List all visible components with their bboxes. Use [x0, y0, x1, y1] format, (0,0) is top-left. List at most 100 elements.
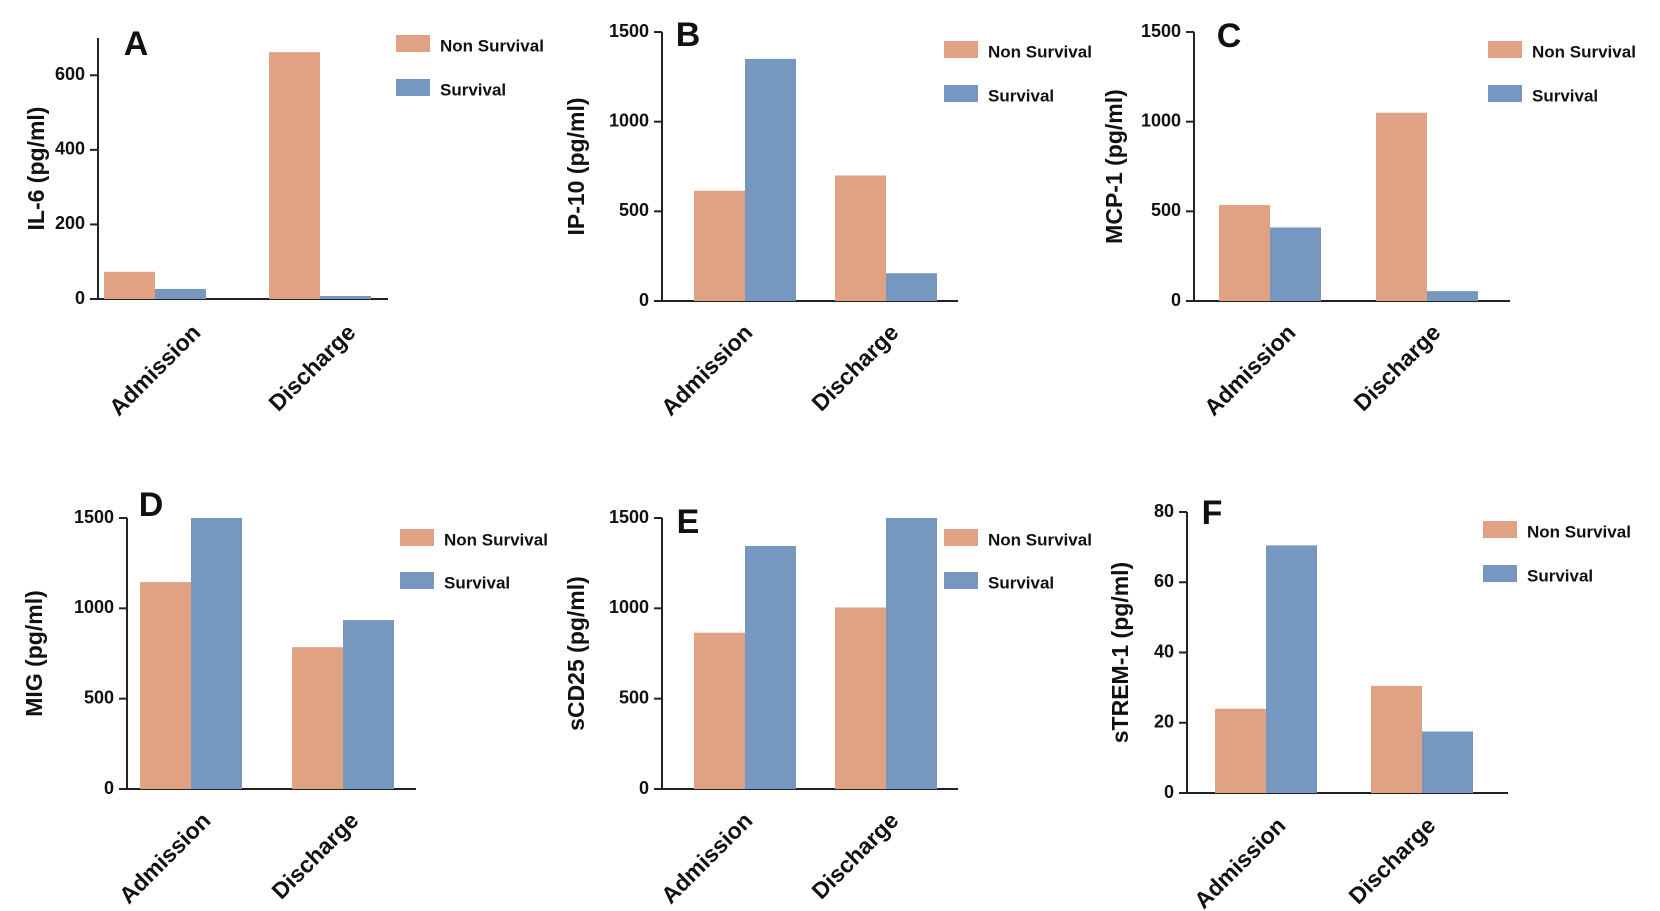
bar-non-survival-admission [694, 190, 745, 301]
x-category-label-discharge: Discharge [806, 319, 903, 416]
chart-panel-e: E 0 500 1000 1500 sCD25 (pg/ml) Admission Disch… [563, 503, 1092, 909]
bar-survival-admission [191, 518, 242, 789]
y-tick-label: 0 [639, 778, 649, 798]
panel-letter-f: F [1202, 494, 1223, 532]
y-tick-label: 20 [1154, 712, 1174, 732]
legend-swatch-survival [944, 85, 978, 102]
panel-letter-c: C [1217, 17, 1242, 55]
y-tick-label: 1000 [74, 597, 114, 617]
legend-label-non-survival: Non Survival [988, 42, 1092, 61]
bar-survival-discharge [343, 620, 394, 789]
chart-panel-b: B 0 500 1000 1500 IP-10 (pg/ml) Admission Disch… [563, 16, 1092, 421]
y-tick-label: 0 [1171, 290, 1181, 310]
legend-label-survival: Survival [440, 80, 506, 99]
legend-swatch-non-survival [1483, 521, 1517, 538]
legend-swatch-survival [400, 572, 434, 589]
y-tick-label: 1000 [609, 597, 649, 617]
legend-swatch-survival [396, 79, 430, 96]
legend-label-non-survival: Non Survival [988, 530, 1092, 549]
bar-non-survival-discharge [269, 52, 320, 299]
bar-survival-discharge [886, 273, 937, 301]
x-category-label-admission: Admission [1199, 319, 1301, 421]
legend-label-non-survival: Non Survival [444, 530, 548, 549]
panel-letter-b: B [676, 16, 701, 54]
chart-panel-f: F 0 20 40 60 80 sTREM-1 (pg/ml) Admission Discha… [1107, 494, 1631, 911]
bar-survival-admission [1266, 545, 1317, 793]
y-tick-label: 600 [55, 64, 85, 84]
y-tick-label: 200 [55, 213, 85, 233]
legend-swatch-survival [1483, 565, 1517, 582]
chart-panel-d: D 0 500 1000 1500 MIG (pg/ml) Admission Dischar… [21, 486, 548, 909]
legend-label-survival: Survival [1532, 86, 1598, 105]
panel-letter-a: A [124, 25, 149, 63]
y-tick-label: 0 [1164, 782, 1174, 802]
bar-non-survival-discharge [1371, 685, 1422, 793]
legend-swatch-survival [944, 572, 978, 589]
bar-survival-admission [155, 288, 206, 299]
y-tick-label: 0 [75, 288, 85, 308]
legend-swatch-non-survival [944, 41, 978, 58]
bar-non-survival-admission [1219, 205, 1270, 301]
y-tick-label: 1000 [609, 110, 649, 130]
y-tick-label: 1500 [74, 507, 114, 527]
y-tick-label: 500 [619, 687, 649, 707]
y-tick-label: 400 [55, 139, 85, 159]
bar-survival-discharge [886, 518, 937, 789]
y-tick-label: 40 [1154, 641, 1174, 661]
chart-panel-c: C 0 500 1000 1500 MCP-1 (pg/ml) Admission Disch… [1101, 17, 1636, 421]
legend-label-non-survival: Non Survival [1527, 522, 1631, 541]
y-tick-label: 500 [1151, 200, 1181, 220]
panel-letter-e: E [677, 503, 700, 541]
x-category-label-discharge: Discharge [1343, 812, 1440, 909]
y-tick-label: 80 [1154, 501, 1174, 521]
legend-swatch-non-survival [944, 529, 978, 546]
legend-swatch-non-survival [396, 35, 430, 52]
x-category-label-discharge: Discharge [266, 807, 363, 904]
bar-survival-admission [1270, 227, 1321, 301]
bar-non-survival-admission [104, 271, 155, 299]
y-tick-label: 0 [639, 290, 649, 310]
y-axis-title: sTREM-1 (pg/ml) [1107, 562, 1133, 743]
legend-label-survival: Survival [444, 573, 510, 592]
bar-survival-discharge [320, 296, 371, 299]
bar-non-survival-discharge [835, 175, 886, 301]
x-category-label-discharge: Discharge [263, 319, 360, 416]
legend-swatch-non-survival [400, 529, 434, 546]
y-axis-title: IL-6 (pg/ml) [23, 107, 49, 231]
x-category-label-admission: Admission [656, 319, 758, 421]
y-tick-label: 500 [84, 687, 114, 707]
y-tick-label: 60 [1154, 571, 1174, 591]
y-tick-label: 1000 [1141, 110, 1181, 130]
y-axis-title: sCD25 (pg/ml) [563, 576, 589, 731]
y-axis-title: IP-10 (pg/ml) [563, 97, 589, 235]
y-tick-label: 0 [104, 778, 114, 798]
legend-label-non-survival: Non Survival [440, 36, 544, 55]
bar-non-survival-admission [1215, 708, 1266, 793]
legend-swatch-non-survival [1488, 41, 1522, 58]
x-category-label-admission: Admission [114, 807, 216, 909]
legend-label-survival: Survival [988, 573, 1054, 592]
panel-letter-d: D [139, 486, 164, 524]
y-tick-label: 1500 [609, 21, 649, 41]
legend-swatch-survival [1488, 85, 1522, 102]
chart-panel-a: A 0 200 400 600 IL-6 (pg/ml) Admission Discharg… [23, 25, 544, 421]
legend-label-non-survival: Non Survival [1532, 42, 1636, 61]
bar-non-survival-discharge [835, 607, 886, 789]
y-axis-title: MCP-1 (pg/ml) [1101, 89, 1127, 244]
bar-non-survival-admission [140, 582, 191, 789]
bar-survival-admission [745, 546, 796, 789]
y-tick-label: 1500 [1141, 21, 1181, 41]
x-category-label-discharge: Discharge [1348, 319, 1445, 416]
y-tick-label: 500 [619, 200, 649, 220]
y-axis-title: MIG (pg/ml) [21, 590, 47, 716]
bar-non-survival-discharge [1376, 112, 1427, 301]
bar-non-survival-discharge [292, 647, 343, 789]
legend-label-survival: Survival [1527, 566, 1593, 585]
bar-survival-discharge [1427, 291, 1478, 301]
x-category-label-admission: Admission [1189, 812, 1291, 911]
x-category-label-admission: Admission [656, 807, 758, 909]
x-category-label-admission: Admission [104, 319, 206, 421]
bar-non-survival-admission [694, 632, 745, 789]
y-tick-label: 1500 [609, 507, 649, 527]
